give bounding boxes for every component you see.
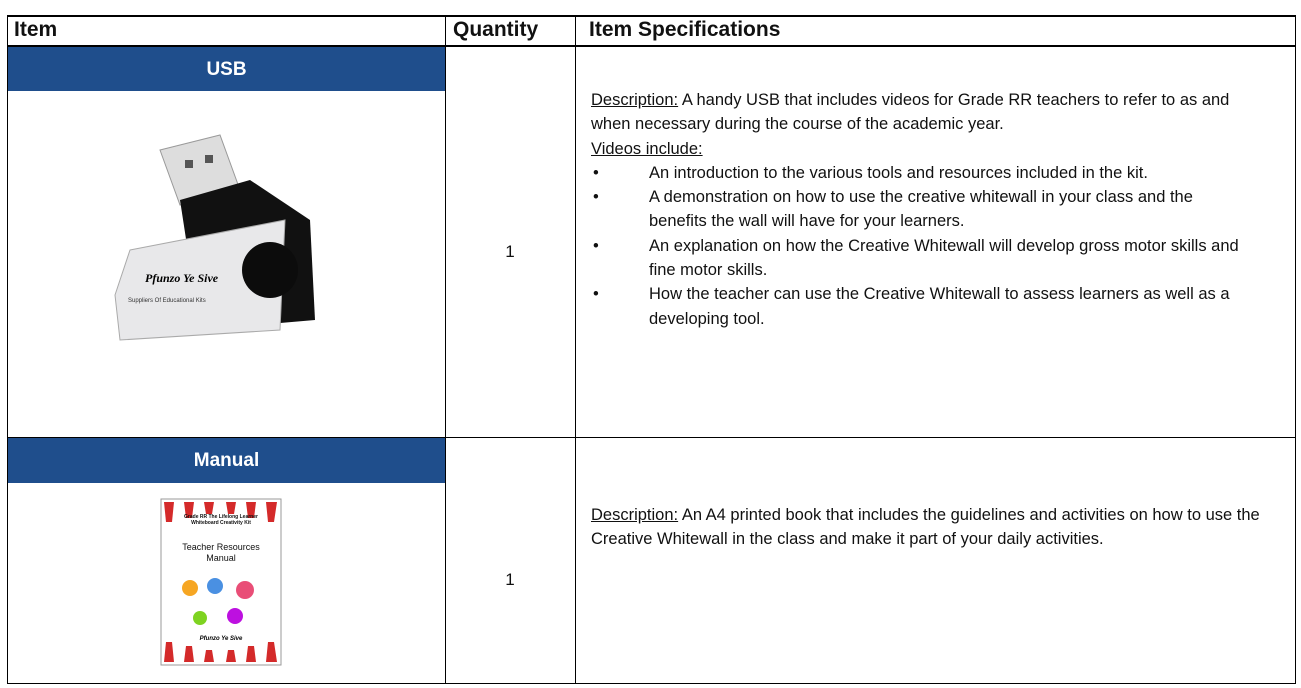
quantity: 1: [505, 242, 515, 261]
manual-cover-brand: Pfunzo Ye Sive: [200, 636, 243, 642]
bullet: • An explanation on how the Creative Whit…: [591, 234, 1271, 283]
list-label: Videos include:: [591, 139, 703, 158]
description: Description: An A4 printed book that inc…: [591, 503, 1271, 552]
header-item: Item: [14, 18, 58, 41]
bullet-text: A demonstration on how to use the creati…: [649, 188, 1193, 231]
header-quantity: Quantity: [453, 18, 539, 41]
bullet-text: An explanation on how the Creative White…: [649, 236, 1239, 280]
item-name: Manual: [8, 438, 445, 483]
header-specs: Item Specifications: [589, 18, 781, 41]
description-text: A handy USB that includes videos for Gra…: [591, 91, 1230, 134]
manual-cover-name: Teacher Resources Manual: [182, 542, 260, 563]
quantity: 1: [505, 570, 515, 589]
spec-block: Description: A handy USB that includes v…: [591, 88, 1271, 331]
usb-image: Pfunzo Ye Sive Suppliers Of Educational …: [114, 134, 315, 341]
spec-block: Description: An A4 printed book that inc…: [591, 503, 1271, 552]
manual-cover-title: Grade RR The Lifelong Learner Whiteboard…: [184, 514, 258, 526]
bullet-text: An introduction to the various tools and…: [649, 163, 1148, 182]
bullet-text: How the teacher can use the Creative Whi…: [649, 285, 1230, 328]
item-name: USB: [8, 47, 445, 91]
bullet: • A demonstration on how to use the creat…: [591, 185, 1271, 234]
bullet: • An introduction to the various tools an…: [591, 161, 1271, 185]
usb-tagline: Suppliers Of Educational Kits: [128, 298, 206, 304]
description-label: Description:: [591, 506, 679, 524]
bullet: • How the teacher can use the Creative Wh…: [591, 282, 1271, 331]
description: Description: A handy USB that includes v…: [591, 88, 1271, 137]
usb-brand: Pfunzo Ye Sive: [145, 271, 219, 285]
description-text: An A4 printed book that includes the gui…: [591, 506, 1260, 549]
manual-image: Grade RR The Lifelong Learner Whiteboard…: [160, 498, 282, 666]
description-label: Description:: [591, 91, 679, 109]
